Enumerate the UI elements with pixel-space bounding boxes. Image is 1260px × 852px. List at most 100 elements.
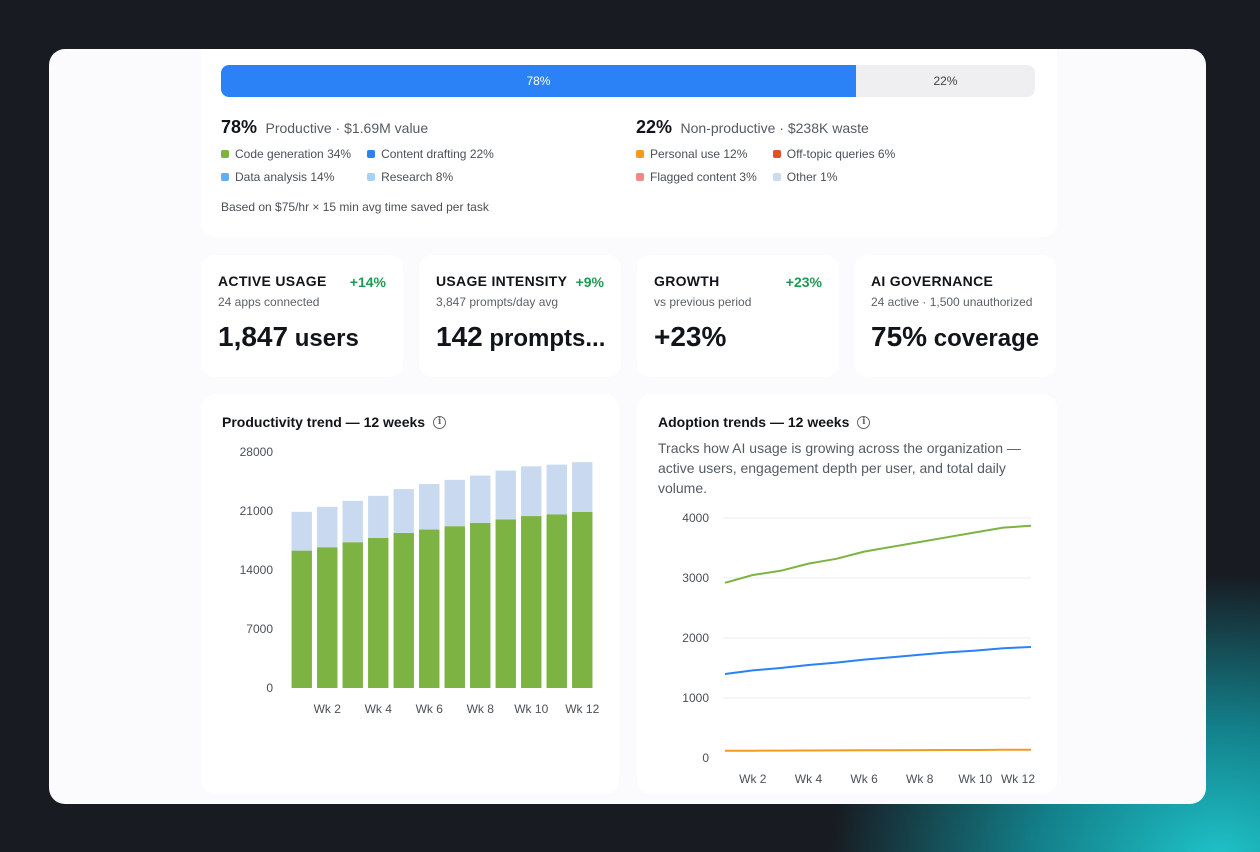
x-tick-label: Wk 10 bbox=[958, 772, 992, 786]
productive-legend: Code generation 34% Content drafting 22%… bbox=[221, 147, 494, 184]
dashboard-frame: 78% 22% 78% Productive · $1.69M value Co… bbox=[49, 49, 1206, 804]
metric-unit: users bbox=[288, 325, 359, 352]
bar-segment bbox=[445, 480, 465, 526]
productivity-bar-chart: 0 7000 14000 21000 28000 Wk 2 Wk 4 Wk 6 Wk 8 Wk 1… bbox=[201, 440, 619, 780]
legend-label: Off-topic queries 6% bbox=[787, 147, 896, 161]
legend-item: Flagged content 3% bbox=[636, 170, 757, 184]
legend-swatch bbox=[636, 150, 644, 158]
bar-segment bbox=[419, 530, 439, 688]
legend-item: Data analysis 14% bbox=[221, 170, 351, 184]
info-icon[interactable]: i bbox=[857, 416, 870, 429]
legend-label: Personal use 12% bbox=[650, 147, 747, 161]
metric-number: 75% bbox=[871, 321, 927, 352]
legend-item: Personal use 12% bbox=[636, 147, 757, 161]
metric-subtitle: 24 apps connected bbox=[218, 295, 390, 309]
y-tick-label: 3000 bbox=[682, 571, 709, 585]
metric-value: 1,847 users bbox=[218, 321, 403, 353]
x-tick-label: Wk 2 bbox=[739, 772, 767, 786]
bar-segment bbox=[368, 496, 388, 538]
productive-desc: Productive · $1.69M value bbox=[265, 120, 428, 136]
productivity-split-card: 78% 22% 78% Productive · $1.69M value Co… bbox=[201, 49, 1057, 237]
x-tick-label: Wk 12 bbox=[565, 702, 599, 716]
bar-segment bbox=[317, 507, 337, 547]
productive-pct: 78% bbox=[221, 117, 257, 137]
metric-unit: coverage bbox=[927, 325, 1039, 352]
bar-segment bbox=[445, 526, 465, 688]
bar-segment bbox=[572, 462, 592, 512]
x-tick-label: Wk 4 bbox=[795, 772, 823, 786]
adoption-trends-card: Adoption trends — 12 weeks i Tracks how … bbox=[637, 394, 1057, 794]
bar-segment bbox=[292, 512, 312, 551]
info-icon[interactable]: i bbox=[433, 416, 446, 429]
legend-label: Data analysis 14% bbox=[235, 170, 334, 184]
metric-title: USAGE INTENSITY bbox=[436, 273, 586, 289]
x-tick-label: Wk 2 bbox=[314, 702, 342, 716]
x-tick-label: Wk 12 bbox=[1001, 772, 1035, 786]
bar-segment bbox=[496, 519, 516, 688]
bar-segment bbox=[547, 465, 567, 515]
legend-item: Code generation 34% bbox=[221, 147, 351, 161]
adoption-line-chart: 0 1000 2000 3000 4000 Wk 2 Wk 4 Wk 6 Wk 8 Wk 10 Wk… bbox=[637, 504, 1057, 794]
bar-segment bbox=[343, 501, 363, 542]
bar-segment bbox=[470, 476, 490, 523]
value-footnote: Based on $75/hr × 15 min avg time saved … bbox=[221, 200, 489, 214]
y-tick-label: 2000 bbox=[682, 631, 709, 645]
legend-item: Off-topic queries 6% bbox=[773, 147, 896, 161]
y-tick-label: 14000 bbox=[240, 563, 274, 577]
legend-swatch bbox=[773, 150, 781, 158]
metric-delta: +14% bbox=[348, 274, 386, 290]
metric-title: AI GOVERNANCE bbox=[871, 273, 1046, 289]
productivity-split-bar[interactable]: 78% 22% bbox=[221, 65, 1035, 97]
chart-title-text: Productivity trend — 12 weeks bbox=[222, 414, 425, 430]
chart-title: Productivity trend — 12 weeks i bbox=[222, 414, 446, 430]
series-line bbox=[725, 526, 1031, 583]
nonproductive-segment[interactable]: 22% bbox=[856, 65, 1035, 97]
y-tick-label: 28000 bbox=[240, 445, 274, 459]
chart-description: Tracks how AI usage is growing across th… bbox=[658, 438, 1042, 498]
x-tick-label: Wk 6 bbox=[416, 702, 444, 716]
y-tick-label: 21000 bbox=[240, 504, 274, 518]
bar-segment bbox=[496, 471, 516, 520]
legend-item: Research 8% bbox=[367, 170, 494, 184]
metric-title: GROWTH bbox=[654, 273, 804, 289]
y-tick-label: 1000 bbox=[682, 691, 709, 705]
metric-card-ai-governance[interactable]: AI GOVERNANCE 24 active · 1,500 unauthor… bbox=[854, 255, 1056, 377]
productive-segment[interactable]: 78% bbox=[221, 65, 856, 97]
metric-subtitle: 24 active · 1,500 unauthorized bbox=[871, 295, 1032, 309]
metric-title: ACTIVE USAGE bbox=[218, 273, 368, 289]
metric-value: +23% bbox=[654, 321, 839, 353]
nonproductive-summary: 22% Non-productive · $238K waste Persona… bbox=[636, 117, 895, 184]
metric-card-growth[interactable]: GROWTH +23% vs previous period +23% bbox=[637, 255, 839, 377]
legend-label: Flagged content 3% bbox=[650, 170, 757, 184]
y-tick-label: 0 bbox=[266, 681, 273, 695]
y-tick-label: 7000 bbox=[246, 622, 273, 636]
nonproductive-pct: 22% bbox=[636, 117, 672, 137]
metric-unit: prompts... bbox=[483, 325, 606, 352]
bar-segment bbox=[572, 512, 592, 688]
legend-label: Other 1% bbox=[787, 170, 838, 184]
legend-swatch bbox=[221, 173, 229, 181]
metric-value: 75% coverage bbox=[871, 321, 1056, 353]
legend-swatch bbox=[221, 150, 229, 158]
metric-subtitle: vs previous period bbox=[654, 295, 826, 309]
metric-card-active-usage[interactable]: ACTIVE USAGE +14% 24 apps connected 1,84… bbox=[201, 255, 403, 377]
nonproductive-desc: Non-productive · $238K waste bbox=[680, 120, 868, 136]
series-line bbox=[725, 647, 1031, 674]
metric-number: 142 bbox=[436, 321, 483, 352]
legend-item: Content drafting 22% bbox=[367, 147, 494, 161]
chart-title-text: Adoption trends — 12 weeks bbox=[658, 414, 849, 430]
metric-card-usage-intensity[interactable]: USAGE INTENSITY +9% 3,847 prompts/day av… bbox=[419, 255, 621, 377]
y-tick-label: 0 bbox=[702, 751, 709, 765]
metric-value: 142 prompts... bbox=[436, 321, 621, 353]
bar-segment bbox=[343, 542, 363, 688]
metric-subtitle: 3,847 prompts/day avg bbox=[436, 295, 586, 309]
legend-swatch bbox=[367, 150, 375, 158]
nonproductive-legend: Personal use 12% Off-topic queries 6% Fl… bbox=[636, 147, 895, 184]
legend-swatch bbox=[773, 173, 781, 181]
productive-summary: 78% Productive · $1.69M value Code gener… bbox=[221, 117, 494, 184]
legend-label: Code generation 34% bbox=[235, 147, 351, 161]
series-line bbox=[725, 750, 1031, 751]
chart-title: Adoption trends — 12 weeks i bbox=[658, 414, 870, 430]
bar-segment bbox=[368, 538, 388, 688]
bar-segment bbox=[547, 514, 567, 688]
